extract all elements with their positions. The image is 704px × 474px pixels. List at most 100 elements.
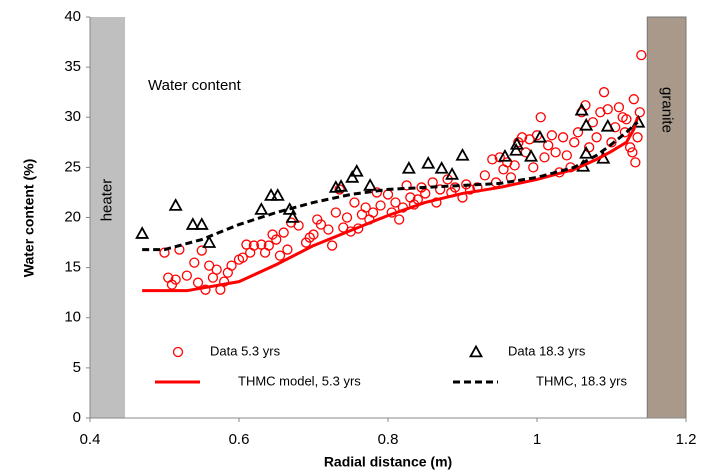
data-point [285, 210, 300, 223]
data-point [628, 94, 639, 105]
data-point [394, 214, 405, 225]
data-point [431, 197, 442, 208]
data-point [375, 200, 386, 211]
data-point [323, 224, 334, 235]
data-point [194, 217, 209, 230]
x-tick-label: 0.6 [229, 431, 250, 448]
data-point [509, 142, 524, 156]
region [90, 17, 126, 418]
data-point [390, 197, 401, 208]
data-point [211, 264, 222, 275]
data-point [420, 188, 431, 199]
data-point [360, 202, 371, 213]
legend-symbol [172, 346, 184, 358]
data-point [202, 235, 217, 248]
data-point [237, 252, 248, 263]
data-point [574, 102, 589, 116]
y-tick-label: 35 [64, 58, 81, 75]
data-point [308, 229, 319, 240]
data-point [349, 164, 364, 177]
region-label: heater [98, 179, 115, 222]
data-point [532, 129, 548, 143]
data-point [371, 187, 382, 198]
data-point [569, 137, 580, 148]
data-point [557, 132, 569, 143]
line [142, 121, 639, 252]
data-point [579, 145, 594, 159]
data-point [434, 184, 446, 195]
legend-label: Data 18.3 yrs [508, 343, 586, 358]
data-point [579, 117, 594, 131]
data-point [535, 112, 546, 123]
chart-title: Water content [148, 77, 242, 94]
data-point [509, 136, 524, 150]
data-point [636, 49, 647, 61]
data-point [494, 152, 505, 163]
data-point [624, 142, 636, 153]
data-point [550, 147, 561, 158]
data-point [326, 240, 338, 251]
data-point [274, 250, 286, 261]
y-tick-label: 5 [73, 359, 81, 376]
legend-label: THMC, 18.3 yrs [536, 373, 628, 388]
data-point [367, 207, 379, 218]
data-point [524, 148, 539, 162]
data-point [192, 277, 204, 288]
data-point [632, 132, 643, 143]
x-tick-label: 1.2 [676, 431, 697, 448]
data-point [345, 170, 360, 183]
data-point [226, 260, 237, 271]
region-label: granite [659, 87, 676, 133]
data-point [168, 198, 183, 211]
data-point [185, 217, 200, 230]
data-point [479, 170, 491, 181]
data-point [516, 132, 528, 143]
x-tick-label: 0.8 [378, 431, 399, 448]
data-point [278, 227, 289, 238]
data-point [270, 188, 285, 201]
data-point [401, 161, 416, 174]
data-point [561, 150, 572, 161]
y-tick-label: 25 [64, 158, 81, 175]
x-axis-title: Radial distance (m) [324, 454, 452, 470]
data-point [334, 179, 349, 192]
data-point [627, 147, 638, 158]
data-point [218, 276, 230, 287]
legend-label: Data 5.3 yrs [210, 343, 281, 358]
data-point [263, 240, 274, 251]
data-point [509, 160, 520, 171]
data-point [598, 87, 610, 98]
data-point [401, 180, 412, 191]
data-point [135, 226, 150, 239]
data-point [382, 189, 394, 200]
data-point [282, 244, 293, 255]
x-tick-label: 1 [533, 431, 541, 448]
y-tick-label: 20 [64, 208, 81, 225]
data-point [170, 274, 181, 285]
data-point [497, 148, 512, 162]
data-point [539, 152, 550, 163]
x-tick-label: 0.4 [80, 431, 101, 448]
data-point [602, 104, 613, 115]
data-point [455, 147, 470, 161]
data-point [606, 137, 617, 148]
y-axis-title: Water content (%) [21, 159, 37, 277]
data-point [487, 154, 498, 165]
y-tick-label: 10 [64, 309, 81, 326]
data-point [248, 240, 260, 251]
data-point [528, 162, 539, 173]
data-point [181, 270, 193, 281]
data-point [196, 245, 207, 256]
data-point [189, 257, 200, 268]
region [646, 16, 687, 419]
data-point [543, 140, 554, 151]
y-tick-label: 30 [64, 108, 81, 125]
data-point [572, 127, 584, 138]
data-point [434, 161, 449, 174]
data-point [271, 234, 282, 245]
legend-label: THMC model, 5.3 yrs [238, 373, 361, 388]
data-point [619, 127, 631, 138]
line [142, 116, 640, 293]
data-point [445, 167, 460, 180]
